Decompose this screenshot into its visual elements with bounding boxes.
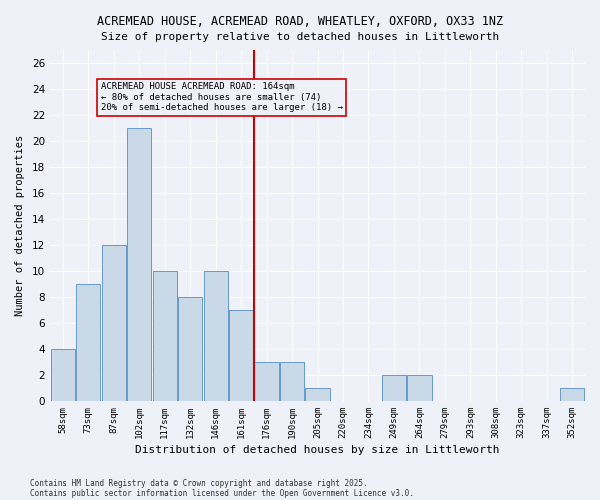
Bar <box>50 349 75 401</box>
Bar <box>254 362 278 401</box>
Text: ACREMEAD HOUSE ACREMEAD ROAD: 164sqm
← 80% of detached houses are smaller (74)
2: ACREMEAD HOUSE ACREMEAD ROAD: 164sqm ← 8… <box>101 82 343 112</box>
Bar <box>76 284 100 401</box>
Bar <box>152 271 177 401</box>
Text: ACREMEAD HOUSE, ACREMEAD ROAD, WHEATLEY, OXFORD, OX33 1NZ: ACREMEAD HOUSE, ACREMEAD ROAD, WHEATLEY,… <box>97 15 503 28</box>
Bar <box>305 388 329 401</box>
Bar <box>560 388 584 401</box>
Bar <box>280 362 304 401</box>
Bar <box>203 271 228 401</box>
Y-axis label: Number of detached properties: Number of detached properties <box>15 135 25 316</box>
Text: Size of property relative to detached houses in Littleworth: Size of property relative to detached ho… <box>101 32 499 42</box>
Bar <box>127 128 151 401</box>
Text: Contains public sector information licensed under the Open Government Licence v3: Contains public sector information licen… <box>30 488 414 498</box>
Bar <box>407 375 431 401</box>
Text: Contains HM Land Registry data © Crown copyright and database right 2025.: Contains HM Land Registry data © Crown c… <box>30 478 368 488</box>
X-axis label: Distribution of detached houses by size in Littleworth: Distribution of detached houses by size … <box>135 445 500 455</box>
Bar <box>178 297 202 401</box>
Bar <box>382 375 406 401</box>
Bar <box>229 310 253 401</box>
Bar <box>101 245 126 401</box>
